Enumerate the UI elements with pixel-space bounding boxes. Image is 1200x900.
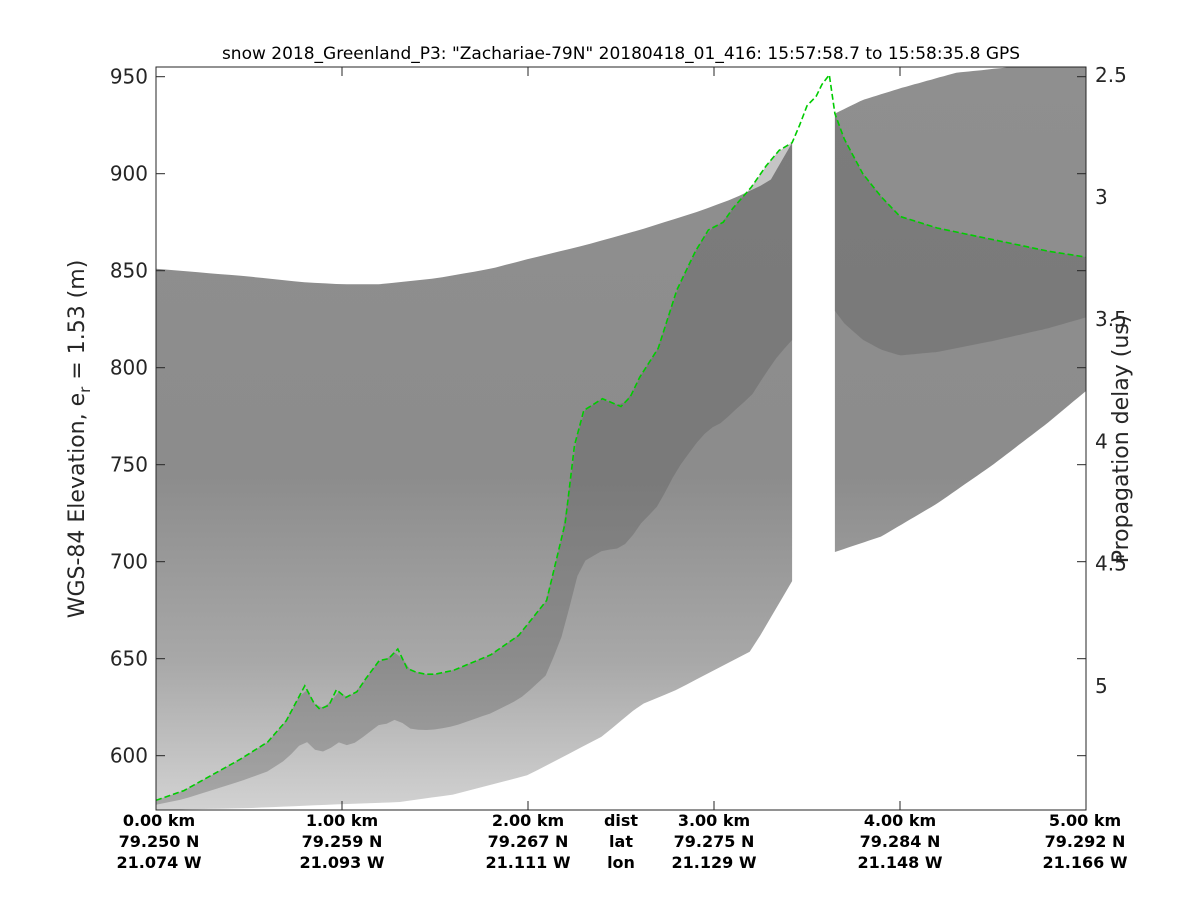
x-tick-label-lon: 21.166 W <box>1043 853 1128 872</box>
x-row-label-lat: lat <box>609 832 633 851</box>
y2-tick-label: 3.5 <box>1095 307 1127 331</box>
y2-axis-ticks: 2.5 3 3.5 4 4.5 5 <box>1095 63 1127 698</box>
chart-title: snow 2018_Greenland_P3: "Zachariae-79N" … <box>222 44 1020 64</box>
x-row-label-lon: lon <box>607 853 635 872</box>
y-tick-label: 950 <box>110 65 148 89</box>
x-tick-label-lat: 79.267 N <box>488 832 569 851</box>
x-tick-label-lon: 21.111 W <box>486 853 571 872</box>
y2-tick-label: 4 <box>1095 429 1108 453</box>
y-axis-label-tail: = 1.53 (m) <box>65 260 90 387</box>
x-tick-label-lat: 79.275 N <box>674 832 755 851</box>
y2-tick-label: 5 <box>1095 674 1108 698</box>
y-axis-ticks: 600 650 700 750 800 850 900 950 <box>110 65 1086 768</box>
x-row-label-dist: dist <box>604 811 638 830</box>
x-tick-label-dist: 1.00 km <box>306 811 378 830</box>
radargram-image <box>156 67 1086 810</box>
x-tick-label-lat: 79.292 N <box>1045 832 1126 851</box>
y-axis-label: WGS-84 Elevation, er = 1.53 (m) <box>65 260 94 619</box>
axes-box <box>155 66 1087 811</box>
y2-axis-label: Propagation delay (us) <box>1109 315 1134 564</box>
y-tick-label: 700 <box>110 550 148 574</box>
x-tick-label-dist: 2.00 km <box>492 811 564 830</box>
y-tick-label: 600 <box>110 744 148 768</box>
y-tick-label: 650 <box>110 647 148 671</box>
surface-pick-line <box>156 72 1086 802</box>
y-axis-label-subscript: r <box>76 386 94 393</box>
y2-tick-label: 3 <box>1095 185 1108 209</box>
y-axis-label-main: WGS-84 Elevation, e <box>65 393 90 618</box>
subsurface-shading <box>156 113 1086 805</box>
y-tick-label: 850 <box>110 259 148 283</box>
x-tick-label-lat: 79.250 N <box>119 832 200 851</box>
x-tick-label-dist: 5.00 km <box>1049 811 1121 830</box>
x-tick-label-dist: 0.00 km <box>123 811 195 830</box>
x-tick-label-lon: 21.129 W <box>672 853 757 872</box>
y2-tick-label: 2.5 <box>1095 63 1127 87</box>
x-tick-label-lon: 21.074 W <box>117 853 202 872</box>
y-tick-label: 900 <box>110 162 148 186</box>
x-tick-label-lon: 21.093 W <box>300 853 385 872</box>
x-tick-label-lat: 79.284 N <box>860 832 941 851</box>
plot-area <box>156 67 1086 810</box>
x-tick-label-lon: 21.148 W <box>858 853 943 872</box>
x-tick-label-dist: 3.00 km <box>678 811 750 830</box>
x-tick-label-lat: 79.259 N <box>302 832 383 851</box>
y-tick-label: 750 <box>110 453 148 477</box>
y-tick-label: 800 <box>110 356 148 380</box>
x-axis-ticks: 0.00 km 79.250 N 21.074 W 1.00 km 79.259 N 21… <box>117 67 1128 872</box>
x-tick-label-dist: 4.00 km <box>864 811 936 830</box>
y2-tick-label: 4.5 <box>1095 552 1127 576</box>
